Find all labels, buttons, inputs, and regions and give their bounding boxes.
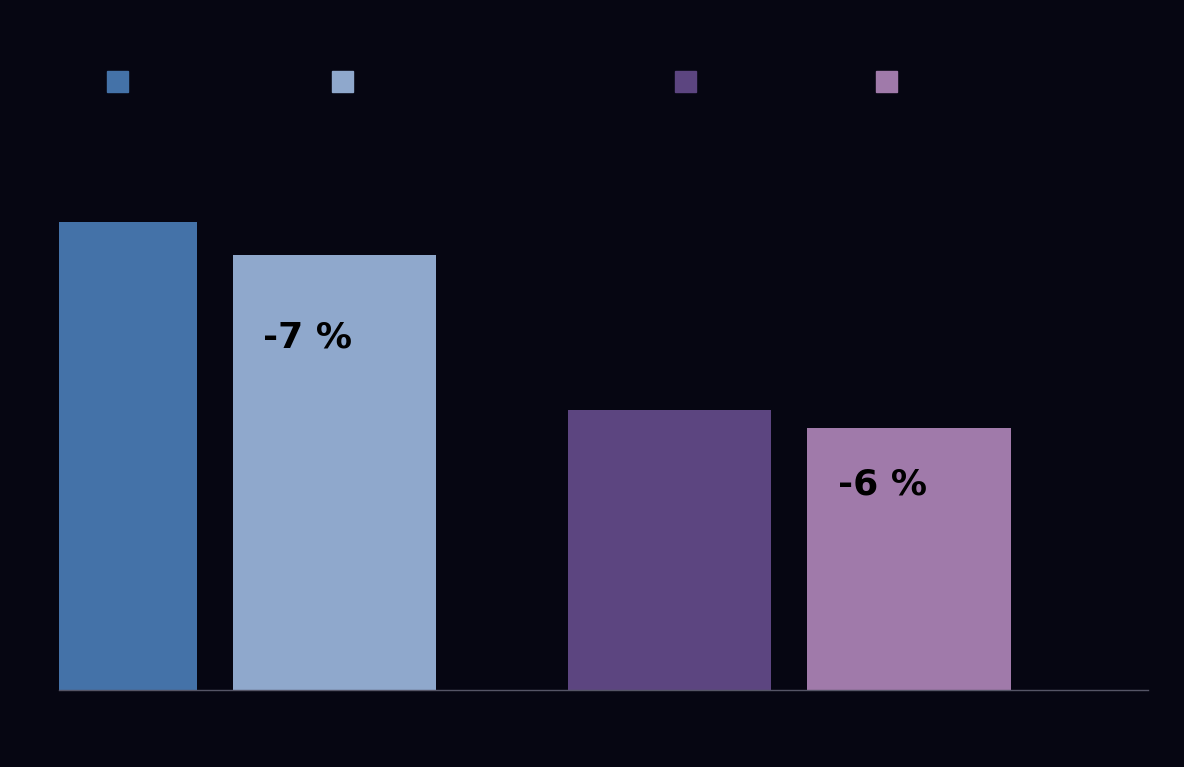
- Bar: [568, 410, 772, 690]
- Text: -7 %: -7 %: [263, 321, 353, 354]
- Bar: [807, 428, 1011, 690]
- Text: -6 %: -6 %: [838, 468, 927, 502]
- Bar: [0, 222, 197, 690]
- Bar: [233, 255, 436, 690]
